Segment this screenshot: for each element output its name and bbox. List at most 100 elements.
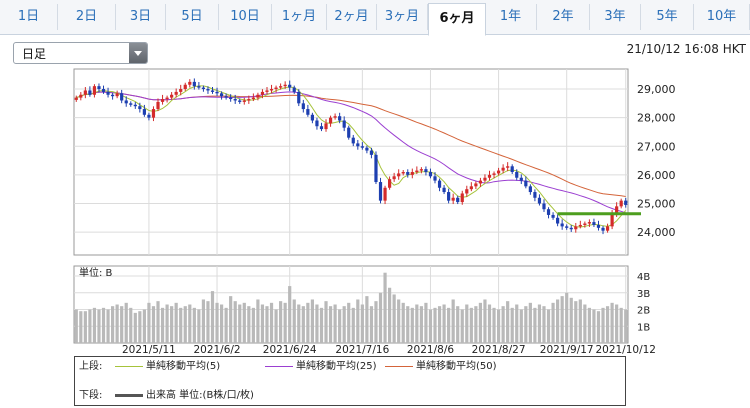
tab-11[interactable]: 3年 [590, 4, 641, 30]
candle-body [129, 103, 133, 105]
volume-bar [342, 306, 346, 343]
tab-7[interactable]: 3ヶ月 [377, 4, 428, 30]
candle-body [265, 90, 269, 92]
volume-bar [565, 292, 569, 343]
tab-8[interactable]: 6ヶ月 [428, 3, 486, 36]
candle-body [487, 174, 492, 178]
candle-body [324, 123, 328, 130]
candle-body [406, 172, 410, 175]
candle-body [433, 176, 437, 181]
volume-bar [251, 307, 255, 343]
date-tick-label: 2021/6/24 [263, 344, 317, 356]
volume-bar [233, 301, 237, 343]
candle-body [138, 106, 142, 110]
legend-ma5: 単純移動平均(5) [115, 359, 220, 375]
candle-body [338, 116, 342, 121]
volume-bar [360, 304, 364, 343]
candle-body [315, 120, 319, 127]
candle-body [124, 100, 128, 104]
chevron-down-icon[interactable] [129, 43, 147, 63]
tab-0[interactable]: 1日 [0, 4, 58, 30]
volume-bar [406, 306, 410, 343]
price-volume-chart: 29,000 28,000 27,000 26,000 25,000 24,000 4B 3… [73, 68, 676, 356]
candle-body [374, 154, 378, 183]
volume-bar [319, 307, 324, 343]
candle-body [306, 109, 310, 115]
volume-bar [424, 302, 428, 343]
candle-body [79, 94, 83, 98]
tab-4[interactable]: 10日 [219, 4, 272, 30]
volume-bar [242, 302, 246, 343]
tab-12[interactable]: 5年 [641, 4, 694, 30]
candle-body [151, 109, 156, 118]
volume-bar [124, 302, 128, 343]
volume-bar [569, 297, 573, 343]
candle-body [533, 192, 537, 198]
volume-bar [151, 306, 156, 343]
tab-1[interactable]: 2日 [58, 4, 116, 30]
candle-body [292, 87, 296, 92]
volume-bar [160, 307, 165, 343]
volume-bar [315, 304, 319, 343]
candle-body [297, 91, 301, 104]
tab-6[interactable]: 2ヶ月 [327, 4, 377, 30]
volume-bar [501, 306, 505, 343]
candle-body [596, 224, 601, 228]
candle-body [283, 84, 287, 87]
volume-bar [624, 309, 628, 343]
candle-body [269, 89, 274, 91]
candle-body [410, 172, 414, 175]
candle-body [510, 166, 514, 173]
tab-3[interactable]: 5日 [166, 4, 219, 30]
candle-body [170, 94, 174, 98]
candle-body [247, 99, 251, 101]
volume-bar [297, 304, 301, 343]
candle-body [133, 104, 137, 107]
candle-body [537, 197, 542, 204]
moving-average-lines [76, 85, 627, 228]
date-axis-ticks: 2021/5/11 2021/6/2 2021/6/24 2021/7/16 2021/… [122, 344, 656, 356]
candle-body [551, 214, 555, 218]
volume-bar [88, 309, 92, 343]
candle-period-select[interactable]: 日足 [13, 42, 148, 64]
candle-body [274, 87, 278, 90]
volume-bar [133, 312, 137, 343]
candle-body [319, 126, 324, 130]
volume-bar [496, 309, 501, 343]
tab-9[interactable]: 1年 [485, 4, 537, 30]
candle-body [474, 183, 478, 187]
candle-body [605, 226, 610, 231]
volume-bar [324, 301, 328, 343]
volume-bar [410, 307, 414, 343]
volume-bar [596, 311, 601, 343]
volume-bar [147, 302, 151, 343]
volume-bar [483, 299, 487, 343]
volume-bar [515, 304, 519, 343]
volume-bar [474, 306, 478, 343]
price-grid [73, 68, 629, 256]
volume-bar [383, 272, 387, 343]
tab-2[interactable]: 3日 [116, 4, 166, 30]
candle-body [115, 93, 119, 97]
price-tick-label: 29,000 [637, 83, 676, 96]
candle-body [569, 227, 573, 230]
volume-bar [165, 304, 169, 343]
volume-bar [587, 307, 592, 343]
volume-bar [519, 309, 523, 343]
volume-bar [338, 309, 342, 343]
candle-body [515, 172, 519, 178]
volume-bar [210, 291, 215, 343]
volume-bar [397, 299, 401, 343]
candle-body [197, 86, 201, 88]
ma5-line-swatch [115, 365, 143, 367]
tab-10[interactable]: 2年 [537, 4, 590, 30]
candle-body [92, 86, 97, 95]
candle-body [447, 192, 451, 201]
legend-lower-row: 下段: 出来高 単位:(B株/口/枚) [79, 388, 254, 404]
candle-body [560, 223, 564, 227]
volume-bar [528, 302, 532, 343]
candle-period-value: 日足 [22, 47, 47, 61]
candle-body [546, 209, 551, 215]
candlesticks [74, 78, 628, 235]
tab-5[interactable]: 1ヶ月 [272, 4, 327, 30]
